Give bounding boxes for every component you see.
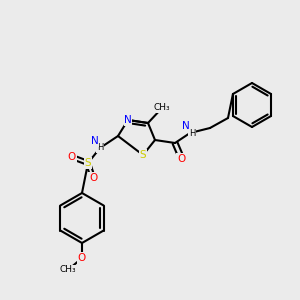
Text: H: H xyxy=(97,143,103,152)
Text: H: H xyxy=(189,128,195,137)
Text: N: N xyxy=(182,121,190,131)
Text: S: S xyxy=(85,158,91,168)
Text: S: S xyxy=(140,150,146,160)
Text: N: N xyxy=(91,136,99,146)
Text: N: N xyxy=(124,115,132,125)
Text: O: O xyxy=(89,173,97,183)
Text: O: O xyxy=(177,154,185,164)
Text: CH₃: CH₃ xyxy=(154,103,170,112)
Text: O: O xyxy=(68,152,76,162)
Text: CH₃: CH₃ xyxy=(60,266,76,274)
Text: O: O xyxy=(78,253,86,263)
